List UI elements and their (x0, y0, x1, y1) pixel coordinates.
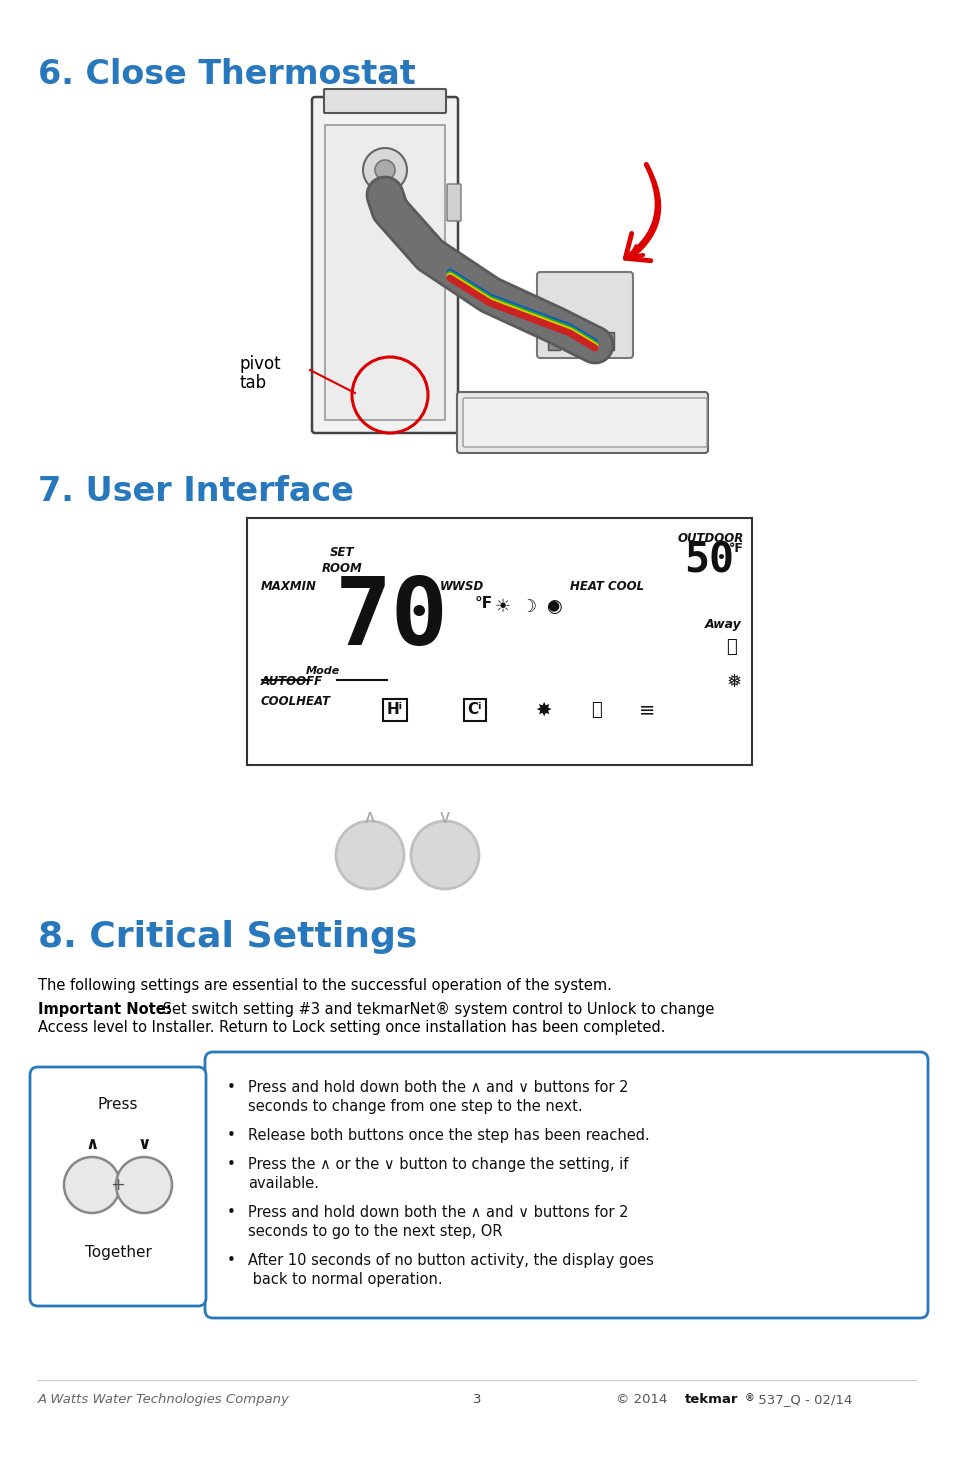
Text: °F: °F (475, 596, 493, 611)
Text: ∧: ∧ (85, 1134, 99, 1153)
Text: 537_Q - 02/14: 537_Q - 02/14 (753, 1392, 851, 1406)
Circle shape (64, 1156, 120, 1212)
Text: ROOM: ROOM (321, 562, 362, 575)
FancyBboxPatch shape (456, 392, 707, 453)
Text: •: • (227, 1205, 235, 1220)
Text: Mode: Mode (306, 667, 340, 676)
Text: 🔒: 🔒 (726, 639, 737, 656)
Text: Cⁱ: Cⁱ (467, 702, 482, 717)
Text: ❅: ❅ (725, 673, 740, 690)
Text: ☽: ☽ (520, 597, 537, 617)
FancyBboxPatch shape (583, 332, 596, 350)
Text: ∨: ∨ (137, 1134, 151, 1153)
Text: Hⁱ: Hⁱ (387, 702, 402, 717)
Text: available.: available. (248, 1176, 318, 1190)
Text: ✸: ✸ (535, 701, 551, 720)
Text: back to normal operation.: back to normal operation. (248, 1271, 442, 1288)
Text: Important Note:: Important Note: (38, 1002, 172, 1016)
Text: +: + (111, 1176, 126, 1193)
FancyBboxPatch shape (205, 1052, 927, 1319)
Text: ○: ○ (545, 597, 561, 617)
Text: Press and hold down both the ∧ and ∨ buttons for 2: Press and hold down both the ∧ and ∨ but… (248, 1080, 628, 1094)
Text: •: • (227, 1156, 235, 1173)
Text: OUTDOOR: OUTDOOR (677, 532, 743, 544)
Text: ☀: ☀ (495, 597, 511, 617)
FancyBboxPatch shape (324, 88, 446, 114)
FancyBboxPatch shape (537, 271, 633, 358)
Text: Access level to Installer. Return to Lock setting once installation has been com: Access level to Installer. Return to Loc… (38, 1021, 665, 1035)
Text: The following settings are essential to the successful operation of the system.: The following settings are essential to … (38, 978, 611, 993)
Circle shape (335, 822, 403, 889)
Text: WWSD: WWSD (439, 580, 483, 593)
Text: After 10 seconds of no button activity, the display goes: After 10 seconds of no button activity, … (248, 1252, 653, 1268)
Text: ≡: ≡ (639, 701, 655, 720)
Text: 6. Close Thermostat: 6. Close Thermostat (38, 58, 416, 91)
Circle shape (411, 822, 478, 889)
FancyBboxPatch shape (30, 1066, 206, 1305)
Text: seconds to go to the next step, OR: seconds to go to the next step, OR (248, 1224, 502, 1239)
Text: COOLHEAT: COOLHEAT (261, 695, 331, 708)
Text: •: • (227, 1128, 235, 1143)
Circle shape (375, 159, 395, 180)
Text: ⓘ: ⓘ (591, 701, 601, 718)
Text: 50: 50 (683, 540, 733, 583)
Circle shape (363, 148, 407, 192)
FancyBboxPatch shape (547, 332, 559, 350)
Text: 70: 70 (335, 572, 449, 665)
Text: SET: SET (330, 546, 354, 559)
Text: © 2014: © 2014 (616, 1392, 671, 1406)
Text: Release both buttons once the step has been reached.: Release both buttons once the step has b… (248, 1128, 649, 1143)
Text: Press the ∧ or the ∨ button to change the setting, if: Press the ∧ or the ∨ button to change th… (248, 1156, 628, 1173)
FancyBboxPatch shape (325, 125, 444, 420)
Circle shape (116, 1156, 172, 1212)
Text: ∨: ∨ (437, 808, 452, 827)
Text: Together: Together (85, 1245, 152, 1260)
Text: 7. User Interface: 7. User Interface (38, 475, 354, 507)
FancyBboxPatch shape (447, 184, 460, 221)
Text: °F: °F (728, 541, 743, 555)
Text: seconds to change from one step to the next.: seconds to change from one step to the n… (248, 1099, 582, 1114)
Text: tab: tab (240, 375, 267, 392)
FancyBboxPatch shape (462, 398, 706, 447)
Text: AUTOOFF: AUTOOFF (261, 676, 323, 687)
Text: ∧: ∧ (362, 808, 376, 827)
Text: •: • (227, 1080, 235, 1094)
Text: 8. Critical Settings: 8. Critical Settings (38, 920, 417, 954)
Text: A Watts Water Technologies Company: A Watts Water Technologies Company (38, 1392, 290, 1406)
Text: Set switch setting #3 and tekmarNet® system control to Unlock to change: Set switch setting #3 and tekmarNet® sys… (158, 1002, 714, 1018)
Text: •: • (227, 1252, 235, 1268)
FancyBboxPatch shape (565, 332, 578, 350)
Text: HEAT COOL: HEAT COOL (569, 580, 643, 593)
Text: Press and hold down both the ∧ and ∨ buttons for 2: Press and hold down both the ∧ and ∨ but… (248, 1205, 628, 1220)
Text: tekmar: tekmar (684, 1392, 738, 1406)
FancyBboxPatch shape (312, 97, 457, 434)
Text: ●: ● (546, 597, 558, 612)
Text: Away: Away (704, 618, 741, 631)
FancyBboxPatch shape (601, 332, 614, 350)
FancyArrowPatch shape (624, 165, 657, 261)
Text: 3: 3 (473, 1392, 480, 1406)
Text: Press: Press (97, 1097, 138, 1112)
FancyBboxPatch shape (247, 518, 751, 766)
Text: ®: ® (744, 1392, 754, 1403)
Text: MAXMIN: MAXMIN (261, 580, 316, 593)
Text: pivot: pivot (240, 355, 281, 373)
